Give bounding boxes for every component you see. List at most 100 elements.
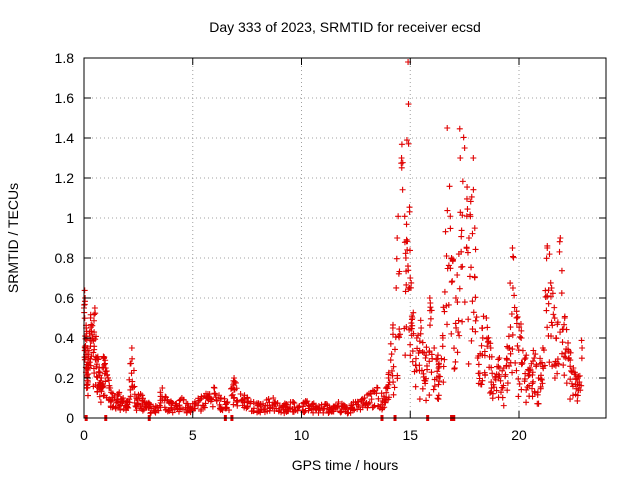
data-point (423, 344, 430, 351)
data-point (548, 333, 555, 340)
data-point (257, 409, 264, 416)
data-point (507, 280, 514, 287)
data-point (161, 404, 168, 411)
data-point (504, 387, 511, 394)
data-point (561, 321, 568, 328)
data-point (533, 361, 540, 368)
data-point (577, 387, 584, 394)
data-point (127, 393, 134, 400)
data-point (291, 400, 298, 407)
data-point (470, 186, 477, 193)
data-point (97, 399, 104, 406)
data-point (410, 330, 417, 337)
y-tick-label: 1.4 (55, 130, 75, 146)
data-point (515, 393, 522, 400)
data-point (472, 317, 479, 324)
data-point (410, 309, 417, 316)
ticks (83, 57, 606, 419)
data-point (454, 349, 461, 356)
data-point (337, 408, 344, 415)
data-point (471, 225, 478, 232)
data-point (497, 389, 504, 396)
data-point (354, 398, 361, 405)
data-point (416, 347, 423, 354)
data-point (335, 399, 342, 405)
data-point (416, 396, 423, 403)
data-point (509, 346, 516, 353)
data-point (562, 349, 569, 356)
data-point (100, 364, 107, 371)
data-point (567, 376, 574, 383)
data-point (305, 407, 312, 414)
data-point (107, 397, 114, 404)
data-point (95, 368, 102, 375)
y-tick-label: 0.2 (55, 370, 75, 386)
data-point (500, 402, 507, 409)
data-point (427, 307, 434, 314)
data-point (385, 394, 392, 401)
data-point (403, 238, 410, 245)
data-point (247, 400, 254, 407)
data-point (545, 287, 552, 294)
data-point (556, 248, 563, 255)
data-point (455, 317, 462, 324)
grid (84, 58, 606, 418)
data-point (472, 246, 479, 253)
data-point (104, 371, 111, 378)
data-point (129, 355, 136, 362)
data-point (112, 404, 119, 411)
data-point (444, 207, 451, 214)
data-point (230, 401, 237, 408)
data-point (116, 403, 123, 410)
data-point (531, 355, 538, 361)
data-point (426, 392, 433, 399)
x-tick-label: 5 (189, 427, 197, 443)
data-point (191, 405, 198, 412)
data-point (446, 183, 453, 190)
data-point (543, 255, 550, 262)
data-point (418, 367, 425, 374)
data-point (391, 384, 398, 391)
data-point (198, 393, 205, 400)
data-point (420, 370, 427, 377)
data-point (216, 392, 223, 399)
chart-title: Day 333 of 2023, SRMTID for receiver ecs… (209, 19, 481, 35)
data-point (468, 264, 475, 271)
data-point (394, 372, 401, 379)
data-point (492, 376, 499, 383)
data-point (100, 383, 107, 390)
data-point (441, 308, 448, 315)
data-point (444, 125, 451, 131)
data-point (537, 375, 544, 382)
data-point (468, 193, 475, 200)
data-point (218, 406, 225, 413)
data-point (387, 357, 394, 364)
data-point (440, 379, 447, 386)
data-point (130, 367, 137, 374)
data-point (303, 399, 310, 406)
y-tick-label: 1.2 (55, 170, 75, 186)
data-point (387, 340, 394, 347)
data-point (102, 378, 109, 385)
data-point (184, 400, 191, 407)
data-point (530, 378, 537, 385)
data-point (124, 397, 131, 404)
data-point (413, 335, 420, 341)
data-point (84, 351, 91, 358)
data-point (271, 399, 278, 406)
data-point (525, 372, 532, 379)
data-point (364, 391, 371, 398)
data-point (402, 250, 409, 257)
data-point (567, 349, 574, 356)
data-point (468, 337, 475, 344)
data-point (391, 346, 398, 353)
data-point (81, 315, 88, 322)
data-point (507, 350, 514, 357)
data-point (568, 367, 575, 374)
data-point (423, 352, 430, 359)
data-point (396, 334, 403, 341)
data-point (431, 345, 438, 351)
data-point (556, 238, 563, 245)
data-point (417, 330, 424, 337)
data-point (290, 399, 297, 406)
